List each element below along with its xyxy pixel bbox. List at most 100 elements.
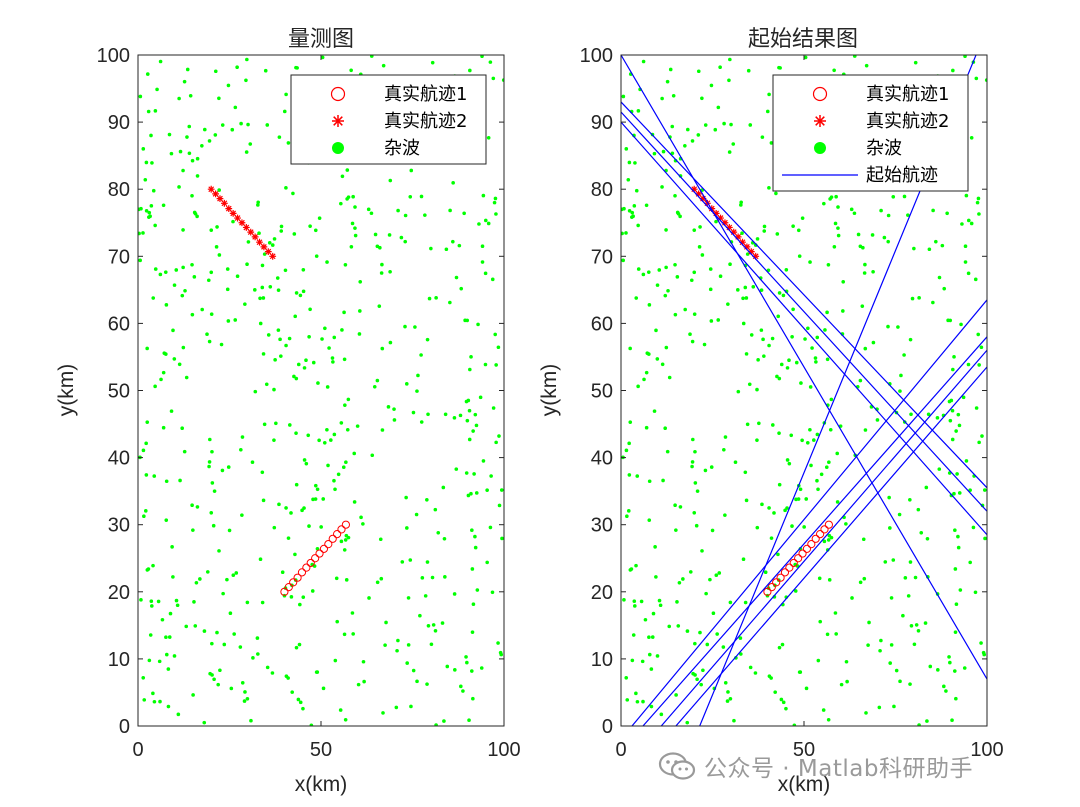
clutter-point bbox=[367, 596, 371, 600]
clutter-point bbox=[190, 193, 194, 198]
clutter-point bbox=[762, 229, 767, 233]
clutter-point bbox=[245, 57, 249, 62]
clutter-point bbox=[886, 213, 891, 218]
clutter-point bbox=[899, 373, 903, 378]
clutter-point bbox=[657, 268, 662, 272]
y-tick-label: 100 bbox=[97, 45, 130, 67]
clutter-point bbox=[452, 592, 457, 596]
clutter-point bbox=[673, 262, 677, 267]
clutter-point bbox=[896, 325, 900, 329]
clutter-point bbox=[630, 658, 635, 663]
clutter-point bbox=[953, 630, 958, 634]
y-tick-label: 10 bbox=[108, 649, 130, 671]
track1-point bbox=[311, 554, 320, 563]
clutter-point bbox=[315, 487, 320, 492]
clutter-point bbox=[288, 423, 292, 427]
clutter-point bbox=[384, 620, 388, 625]
clutter-point bbox=[982, 488, 987, 492]
clutter-point bbox=[207, 339, 212, 344]
clutter-point bbox=[675, 210, 680, 215]
clutter-point bbox=[673, 193, 677, 198]
clutter-point bbox=[493, 332, 498, 337]
clutter-point bbox=[333, 658, 338, 663]
clutter-point bbox=[350, 611, 355, 615]
clutter-point bbox=[375, 580, 380, 585]
clutter-point bbox=[501, 78, 504, 82]
clutter-point bbox=[248, 142, 253, 146]
clutter-point bbox=[153, 384, 157, 389]
clutter-point bbox=[200, 144, 204, 148]
clutter-point bbox=[141, 231, 145, 235]
clutter-point bbox=[190, 503, 194, 508]
clutter-point bbox=[950, 718, 954, 723]
clutter-point bbox=[722, 447, 726, 452]
clutter-point bbox=[641, 699, 645, 704]
clutter-point bbox=[849, 207, 854, 212]
clutter-point bbox=[948, 418, 953, 423]
track2-point bbox=[721, 219, 729, 227]
clutter-point bbox=[726, 302, 730, 306]
clutter-point bbox=[775, 374, 779, 379]
clutter-point bbox=[784, 706, 788, 711]
clutter-point bbox=[902, 353, 906, 357]
clutter-point bbox=[743, 470, 748, 475]
clutter-point bbox=[647, 652, 652, 657]
clutter-point bbox=[339, 539, 344, 544]
clutter-point bbox=[839, 682, 844, 687]
clutter-point bbox=[957, 491, 962, 495]
y-tick-label: 100 bbox=[580, 45, 613, 67]
clutter-point bbox=[157, 659, 162, 664]
clutter-point bbox=[429, 642, 434, 647]
clutter-point bbox=[875, 418, 880, 422]
clutter-point bbox=[467, 408, 472, 413]
clutter-point bbox=[491, 76, 496, 81]
clutter-point bbox=[791, 307, 795, 312]
clutter-point bbox=[461, 689, 465, 693]
clutter-point bbox=[670, 151, 675, 156]
clutter-point bbox=[704, 591, 708, 596]
clutter-point bbox=[667, 624, 672, 629]
clutter-point bbox=[215, 630, 219, 635]
clutter-point bbox=[675, 600, 679, 604]
clutter-point bbox=[286, 676, 290, 680]
clutter-point bbox=[469, 669, 474, 673]
clutter-point bbox=[419, 353, 423, 357]
clutter-point bbox=[817, 576, 822, 581]
clutter-point bbox=[944, 689, 948, 693]
clutter-point bbox=[149, 204, 154, 208]
clutter-point bbox=[954, 602, 959, 607]
clutter-point bbox=[805, 440, 810, 445]
clutter-point bbox=[260, 600, 265, 605]
clutter-point bbox=[272, 525, 277, 530]
clutter-point bbox=[951, 68, 955, 73]
clutter-point bbox=[829, 397, 834, 402]
clutter-point bbox=[979, 345, 984, 350]
clutter-point bbox=[473, 545, 478, 550]
clutter-point bbox=[968, 560, 972, 565]
clutter-point bbox=[497, 434, 501, 438]
clutter-point bbox=[721, 645, 726, 649]
clutter-point bbox=[963, 244, 968, 249]
clutter-point bbox=[804, 497, 809, 501]
y-tick-label: 10 bbox=[591, 649, 613, 671]
clutter-point bbox=[425, 560, 430, 564]
clutter-point bbox=[141, 675, 146, 680]
track2-point bbox=[251, 233, 259, 241]
clutter-point bbox=[152, 699, 157, 704]
clutter-point bbox=[298, 293, 303, 298]
clutter-point bbox=[678, 214, 682, 219]
clutter-point bbox=[953, 528, 957, 532]
clutter-point bbox=[322, 440, 327, 445]
clutter-point bbox=[202, 629, 207, 633]
clutter-point bbox=[937, 467, 942, 471]
clutter-point bbox=[311, 360, 316, 365]
clutter-point bbox=[448, 208, 452, 213]
clutter-point bbox=[231, 219, 235, 224]
clutter-point bbox=[661, 149, 666, 154]
clutter-point bbox=[353, 226, 357, 230]
clutter-point bbox=[696, 133, 701, 137]
clutter-point bbox=[332, 335, 337, 340]
clutter-point bbox=[774, 191, 778, 196]
clutter-point bbox=[464, 655, 468, 659]
clutter-point bbox=[209, 511, 214, 515]
